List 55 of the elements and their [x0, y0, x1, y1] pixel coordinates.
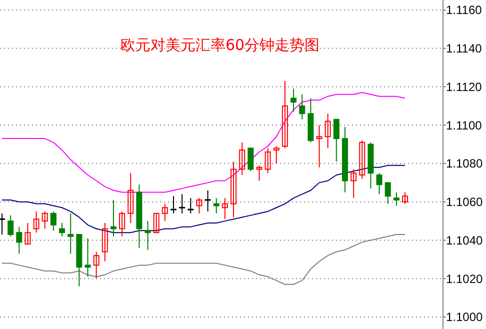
candlestick	[273, 146, 280, 164]
candlestick	[110, 199, 116, 237]
candlestick	[402, 192, 408, 204]
candlestick	[170, 196, 178, 214]
text: 欧元对美元汇率60分钟走势图	[120, 36, 320, 54]
candlestick	[393, 192, 400, 206]
candlestick	[33, 210, 40, 234]
line-series	[2, 92, 406, 193]
candlestick	[0, 212, 6, 235]
candlestick	[153, 212, 160, 234]
candlestick	[299, 94, 306, 120]
candlestick	[256, 164, 262, 182]
line-series	[2, 164, 406, 234]
candlestick	[282, 80, 288, 149]
candlestick	[119, 210, 126, 237]
candlestick	[24, 222, 31, 245]
candlestick	[178, 194, 186, 214]
candlestick	[239, 142, 246, 176]
candlestick	[384, 182, 391, 204]
candlestick	[213, 198, 220, 214]
candlestick	[324, 113, 331, 149]
candlestick	[8, 214, 14, 237]
candlestick	[42, 210, 48, 230]
y-tick-label: 1.1040	[446, 233, 484, 248]
candlestick	[248, 148, 254, 172]
candlestick	[290, 88, 297, 112]
candlestick	[59, 222, 66, 237]
y-tick-label: 1.1100	[446, 118, 482, 132]
candlestick	[84, 238, 91, 278]
candlestick	[102, 222, 108, 262]
candlestick	[316, 124, 322, 168]
candlestick	[162, 203, 168, 222]
y-tick-label: 1.1160	[446, 3, 482, 18]
candlestick	[376, 172, 382, 195]
candlestick	[50, 210, 56, 232]
candlestick	[204, 190, 212, 212]
y-tick-label: 1.1080	[446, 156, 484, 171]
candlestick	[359, 140, 366, 180]
y-tick-label: 1.1000	[446, 310, 484, 324]
candlestick	[333, 118, 340, 162]
candlestick	[144, 220, 151, 250]
y-tick-label: 1.1060	[446, 195, 484, 210]
y-tick-label: 1.1140	[446, 42, 482, 56]
candlestick	[93, 251, 100, 280]
candlestick	[350, 168, 357, 199]
candlestick	[186, 198, 194, 214]
candlestick	[230, 161, 237, 218]
candlestick	[222, 198, 228, 220]
y-tick-label: 1.1020	[446, 272, 484, 286]
candlestick	[264, 148, 271, 174]
candlestick	[68, 212, 74, 254]
candlestick	[196, 198, 202, 214]
candlestick	[128, 172, 134, 224]
candlestick	[16, 226, 22, 254]
y-tick-label: 1.1120	[446, 80, 482, 94]
